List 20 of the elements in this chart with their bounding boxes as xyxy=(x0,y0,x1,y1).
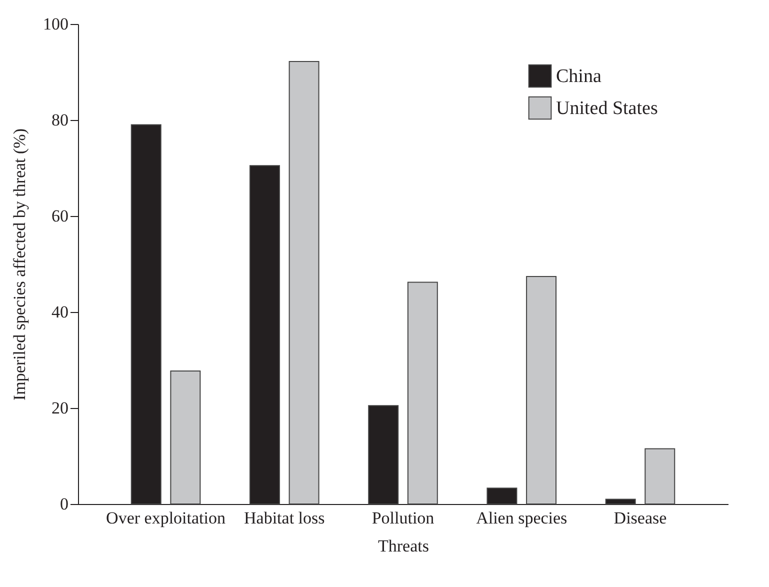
x-tick-label: Pollution xyxy=(372,508,435,528)
x-axis-title: Threats xyxy=(378,536,429,556)
bar xyxy=(407,282,438,504)
legend-label: United States xyxy=(556,98,658,119)
y-tick-label: 60 xyxy=(52,206,68,226)
y-tick-label: 100 xyxy=(43,14,68,34)
y-tick-label: 40 xyxy=(52,302,68,322)
bar xyxy=(170,370,201,504)
x-tick-label: Habitat loss xyxy=(244,508,325,528)
y-tick-label: 80 xyxy=(52,110,68,130)
legend-label: China xyxy=(556,66,602,87)
x-tick-label: Alien species xyxy=(476,508,568,528)
y-tick-label: 20 xyxy=(52,398,68,418)
y-tick-label: 0 xyxy=(60,494,68,514)
bar xyxy=(526,276,557,504)
x-tick-label: Over exploitation xyxy=(106,508,226,528)
x-tick-label: Disease xyxy=(614,508,667,528)
bar xyxy=(288,60,320,504)
bar xyxy=(644,448,676,504)
y-axis-title: Imperiled species affected by threat (%) xyxy=(10,128,29,401)
